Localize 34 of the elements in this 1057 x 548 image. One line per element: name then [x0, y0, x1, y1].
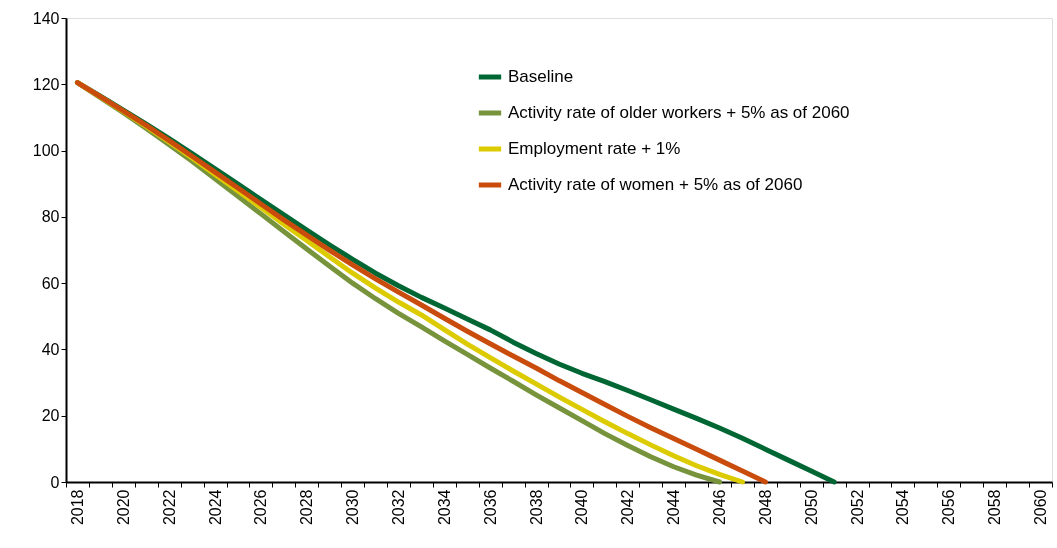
y-tick-label: 120 — [32, 75, 60, 93]
x-tick-label: 2038 — [527, 489, 545, 526]
legend-label: Activity rate of older workers + 5% as of 2060 — [508, 103, 850, 122]
x-tick-label: 2032 — [389, 489, 407, 526]
legend-label: Activity rate of women + 5% as of 2060 — [508, 175, 803, 194]
x-tick-label: 2046 — [711, 489, 729, 526]
x-tick-label: 2056 — [940, 489, 958, 526]
y-tick-label: 20 — [41, 407, 60, 425]
x-tick-label: 2026 — [252, 489, 270, 526]
x-tick-label: 2036 — [481, 489, 499, 526]
y-tick-label: 100 — [32, 142, 60, 160]
x-tick-label: 2052 — [848, 489, 866, 526]
y-tick-label: 80 — [41, 208, 60, 226]
y-tick-label: 40 — [41, 340, 60, 358]
x-tick-label: 2040 — [573, 489, 591, 526]
x-tick-label: 2028 — [298, 489, 316, 526]
x-tick-label: 2054 — [894, 489, 912, 526]
legend-label: Baseline — [508, 67, 574, 86]
x-tick-label: 2044 — [665, 489, 683, 526]
x-tick-label: 2058 — [986, 489, 1004, 526]
y-tick-label: 60 — [41, 274, 60, 292]
x-tick-label: 2018 — [68, 489, 86, 526]
x-tick-label: 2042 — [619, 489, 637, 526]
y-tick-label: 140 — [32, 9, 60, 27]
x-tick-label: 2024 — [206, 489, 224, 526]
x-tick-label: 2050 — [802, 489, 820, 526]
x-tick-label: 2060 — [1032, 489, 1050, 526]
x-tick-label: 2030 — [344, 489, 362, 526]
x-tick-label: 2034 — [435, 489, 453, 526]
x-tick-label: 2022 — [160, 489, 178, 526]
legend-label: Employment rate + 1% — [508, 139, 681, 158]
x-tick-label: 2020 — [114, 489, 132, 526]
x-tick-label: 2048 — [756, 489, 774, 526]
y-tick-label: 0 — [50, 473, 60, 491]
